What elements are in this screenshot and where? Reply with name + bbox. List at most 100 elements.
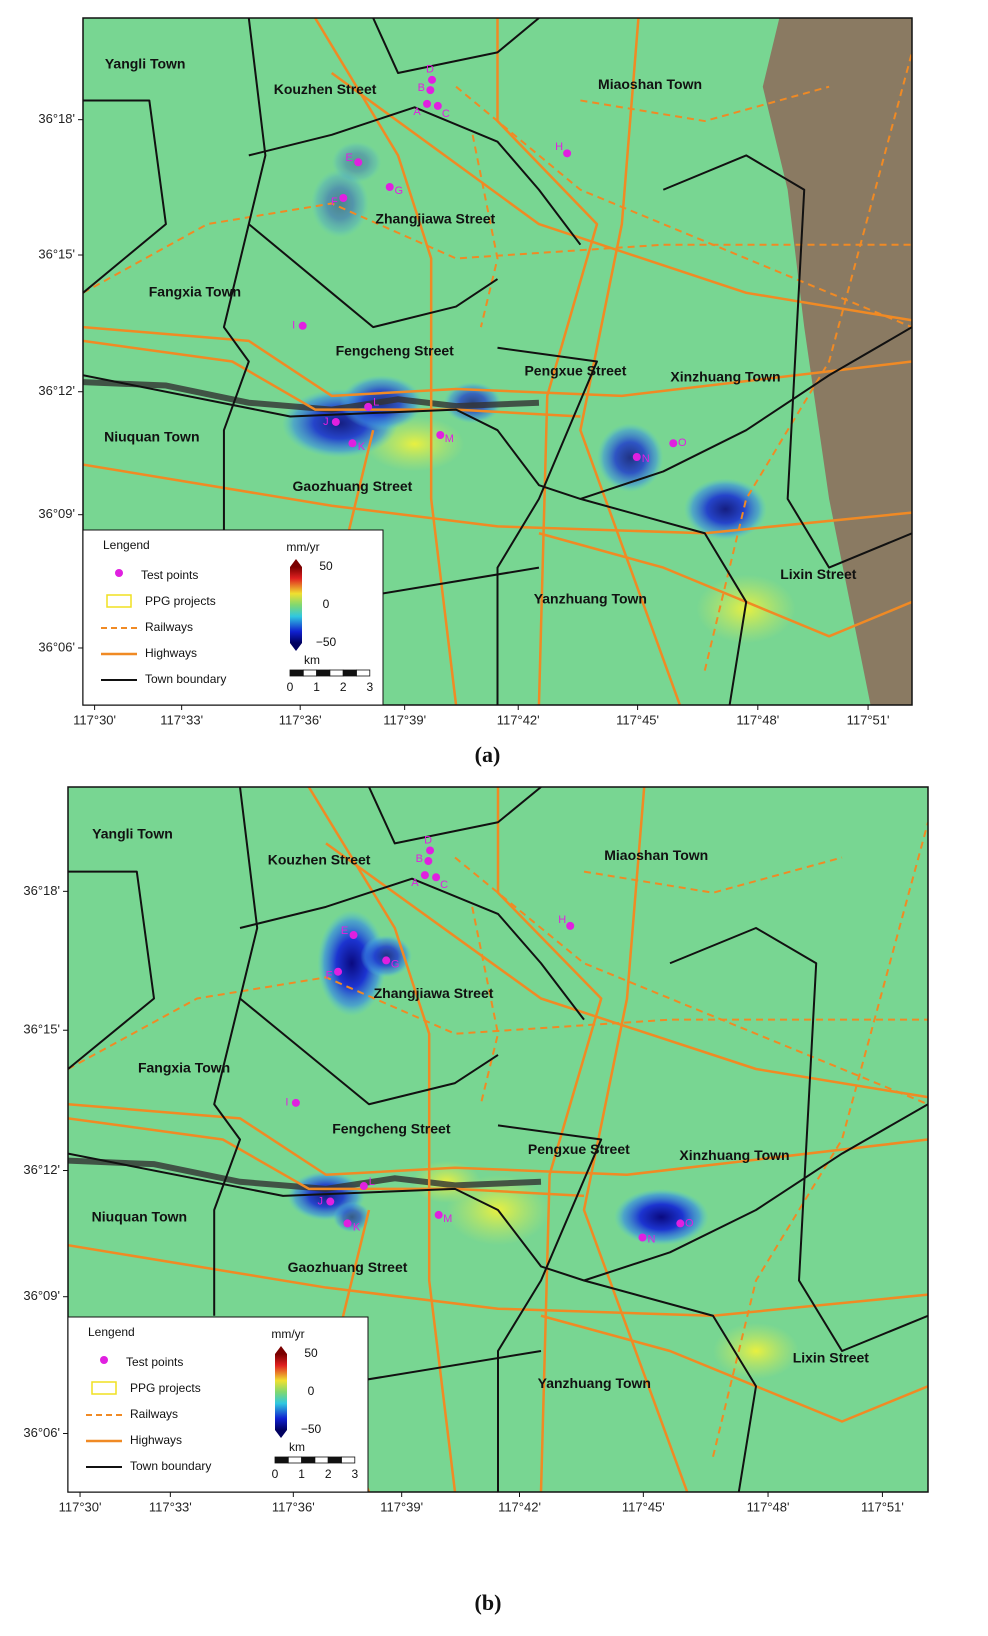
legend-label: Highways xyxy=(145,646,197,660)
town-boundary xyxy=(670,928,928,1351)
test-point xyxy=(423,99,432,108)
test-point xyxy=(364,402,373,411)
town-label: Yangli Town xyxy=(105,55,186,71)
test-point-label: J xyxy=(323,416,329,428)
map-panel: Yangli Town Kouzhen Street Miaoshan Town Zh… xyxy=(23,786,929,1615)
lat-tick-label: 36°09' xyxy=(23,1288,60,1303)
town-label: Gaozhuang Street xyxy=(288,1259,408,1275)
town-boundary xyxy=(240,879,584,1020)
legend: Lengend Test points PPG projects Railways Hi… xyxy=(82,529,384,706)
town-label: Kouzhen Street xyxy=(274,81,377,97)
test-point-label: N xyxy=(648,1233,656,1245)
lat-tick-label: 36°18' xyxy=(23,883,60,898)
railway xyxy=(584,858,842,893)
colorbar-tick-label: 0 xyxy=(308,1384,315,1398)
test-point xyxy=(563,149,572,158)
scale-segment xyxy=(329,669,344,677)
legend-title: Lengend xyxy=(88,1325,135,1339)
town-boundary xyxy=(663,155,912,567)
test-point xyxy=(334,967,343,976)
lon-tick-label: 117°51' xyxy=(861,1499,904,1514)
test-point-label: A xyxy=(411,877,419,889)
town-label: Lixin Street xyxy=(780,566,857,582)
town-label: Fangxia Town xyxy=(138,1060,230,1076)
lon-tick-label: 117°45' xyxy=(622,1499,665,1514)
highway xyxy=(83,465,912,534)
scale-segment xyxy=(356,669,371,677)
test-point-label: D xyxy=(426,64,434,76)
legend-symbol xyxy=(91,1381,117,1395)
lat-tick-label: 36°15' xyxy=(23,1022,60,1037)
town-boundary xyxy=(249,107,581,244)
scale-segment xyxy=(274,1456,289,1464)
town-boundary xyxy=(68,1104,928,1280)
town-boundary xyxy=(498,348,597,705)
legend-label: Test points xyxy=(141,568,198,582)
test-point xyxy=(426,86,435,95)
test-point xyxy=(343,1219,352,1228)
scale-segment xyxy=(301,1456,316,1464)
railway xyxy=(580,87,829,121)
town-boundary xyxy=(498,1125,601,1492)
scale-unit: km xyxy=(304,653,320,667)
test-point xyxy=(298,321,307,330)
legend-label: Town boundary xyxy=(130,1459,211,1473)
legend-symbol xyxy=(115,569,123,577)
town-label: Miaoshan Town xyxy=(598,76,702,92)
test-point xyxy=(638,1233,647,1242)
town-label: Yanzhuang Town xyxy=(534,591,647,607)
legend-label: Town boundary xyxy=(145,672,226,686)
scale-tick-label: 0 xyxy=(287,680,294,694)
railway xyxy=(68,977,928,1069)
test-point xyxy=(433,101,442,110)
legend-label: PPG projects xyxy=(145,594,216,608)
legend-symbol xyxy=(100,1356,108,1364)
highway xyxy=(68,1245,928,1316)
legend-label: Railways xyxy=(130,1407,178,1421)
scale-tick-label: 2 xyxy=(340,680,347,694)
lon-tick-label: 117°42' xyxy=(497,712,540,727)
scale-tick-label: 3 xyxy=(366,680,373,694)
test-point-label: I xyxy=(285,1097,288,1109)
colorbar-tick-label: 50 xyxy=(319,559,333,573)
subsidence-area xyxy=(360,935,412,978)
test-point xyxy=(385,183,394,192)
town-label: Xinzhuang Town xyxy=(670,369,780,385)
test-point xyxy=(291,1098,300,1107)
lat-tick-label: 36°06' xyxy=(38,639,75,654)
town-label: Xinzhuang Town xyxy=(679,1147,789,1163)
subsidence-area xyxy=(332,1201,371,1233)
railway xyxy=(456,87,912,327)
lon-tick-label: 117°42' xyxy=(498,1499,541,1514)
test-point-label: C xyxy=(442,108,450,120)
lon-tick-label: 117°33' xyxy=(149,1499,192,1514)
highway xyxy=(315,18,456,705)
uplift-area xyxy=(696,574,796,644)
test-point xyxy=(326,1197,335,1206)
colorbar-unit: mm/yr xyxy=(271,1327,304,1341)
colorbar-cap xyxy=(275,1430,287,1438)
colorbar-tick-label: −50 xyxy=(316,635,337,649)
town-boundary xyxy=(373,18,539,73)
lon-tick-label: 117°39' xyxy=(380,1499,423,1514)
lon-tick-label: 117°48' xyxy=(736,712,779,727)
test-point xyxy=(434,1210,443,1219)
town-label: Niuquan Town xyxy=(104,428,199,444)
town-boundary xyxy=(68,872,154,1069)
test-point xyxy=(382,956,391,965)
test-point xyxy=(669,439,678,448)
test-point-label: I xyxy=(292,320,295,332)
colorbar-cap xyxy=(290,643,302,651)
test-point xyxy=(632,452,641,461)
legend-symbol xyxy=(106,594,132,608)
highway xyxy=(584,787,687,1492)
test-point xyxy=(354,158,363,167)
mountain-area xyxy=(762,18,912,705)
colorbar-cap xyxy=(275,1346,287,1354)
test-point xyxy=(331,417,340,426)
railway xyxy=(83,203,912,292)
lat-tick-label: 36°09' xyxy=(38,506,75,521)
highway xyxy=(498,18,597,705)
scale-segment xyxy=(314,1456,329,1464)
